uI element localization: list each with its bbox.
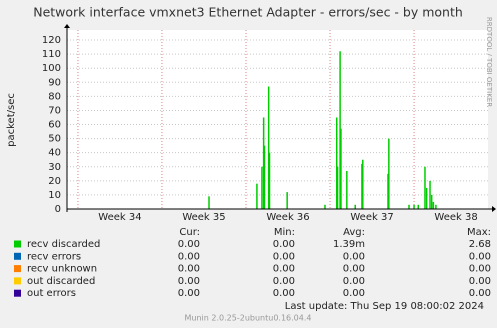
legend-label: recv errors — [27, 251, 81, 262]
y-tick-label: 120 — [42, 35, 61, 46]
bar — [432, 201, 435, 209]
bar — [387, 173, 389, 209]
stats-header: Max: — [467, 227, 491, 238]
bar — [408, 204, 410, 209]
stats-cell: 0.00 — [273, 288, 295, 299]
bar — [435, 204, 437, 209]
bar — [256, 183, 258, 209]
stats-cell: 1.39m — [333, 239, 365, 250]
legend-swatch — [14, 252, 21, 260]
bar — [339, 51, 341, 209]
last-update: Last update: Thu Sep 19 08:00:02 2024 — [285, 301, 484, 312]
legend-label: out errors — [27, 288, 76, 299]
bar — [430, 194, 433, 209]
stats-cell: 0.00 — [273, 239, 295, 250]
bar — [268, 152, 271, 209]
bar — [424, 166, 426, 209]
bar — [346, 170, 348, 209]
stats-cell: 0.00 — [178, 288, 200, 299]
stats-header: Avg: — [343, 227, 365, 238]
y-tick-label: 10 — [48, 190, 61, 201]
bar — [324, 204, 326, 209]
stats-cell: 0.00 — [273, 251, 295, 262]
bar — [261, 166, 263, 209]
stats-cell: 0.00 — [273, 276, 295, 287]
bar — [362, 159, 364, 209]
bar — [340, 128, 342, 209]
bar — [336, 166, 339, 209]
y-tick-label: 0 — [55, 204, 61, 215]
axis-arrow — [64, 24, 70, 28]
bar — [417, 204, 420, 209]
stats-cell: 0.00 — [273, 264, 295, 275]
bar — [262, 117, 265, 209]
legend-swatch — [14, 277, 21, 285]
stats-header: Cur: — [179, 227, 200, 238]
footer: Munin 2.0.25-2ubuntu0.16.04.4 — [185, 314, 312, 323]
y-tick-label: 60 — [48, 120, 61, 131]
bar — [425, 187, 428, 209]
bar — [361, 163, 363, 209]
bar — [429, 180, 431, 209]
chart-title: Network interface vmxnet3 Ethernet Adapt… — [33, 5, 463, 20]
legend-label: recv discarded — [27, 239, 100, 250]
stats-cell: 0.00 — [343, 288, 365, 299]
stats-cell: 0.00 — [469, 264, 491, 275]
bar — [263, 145, 266, 209]
x-tick-label: Week 36 — [266, 212, 309, 223]
x-tick-label: Week 34 — [98, 212, 141, 223]
y-tick-label: 70 — [48, 105, 61, 116]
stats-cell: 0.00 — [343, 251, 365, 262]
stats-cell: 0.00 — [343, 264, 365, 275]
y-tick-label: 110 — [42, 49, 61, 60]
plot-area — [67, 30, 488, 209]
legend-swatch — [14, 265, 21, 273]
stats-cell: 0.00 — [343, 276, 365, 287]
legend-swatch — [14, 289, 21, 297]
stats-cell: 0.00 — [469, 276, 491, 287]
y-axis-label: packet/sec — [6, 93, 17, 147]
y-tick-label: 20 — [48, 176, 61, 187]
watermark: RRDTOOL / TOBI OETIKER — [485, 17, 493, 107]
stats-cell: 0.00 — [469, 288, 491, 299]
bar — [335, 117, 338, 209]
bar — [267, 86, 270, 209]
stats-cell: 0.00 — [178, 239, 200, 250]
x-tick-label: Week 37 — [350, 212, 393, 223]
bar — [354, 204, 356, 209]
axis-arrow — [492, 206, 496, 212]
y-tick-label: 80 — [48, 91, 61, 102]
stats-cell: 0.00 — [178, 264, 200, 275]
bar — [286, 192, 288, 209]
y-tick-label: 90 — [48, 77, 61, 88]
legend-label: recv unknown — [27, 264, 97, 275]
stats-header: Min: — [274, 227, 295, 238]
x-tick-label: Week 35 — [182, 212, 225, 223]
y-tick-label: 40 — [48, 148, 61, 159]
legend-swatch — [14, 240, 21, 248]
stats-cell: 2.68 — [469, 239, 491, 250]
bar — [208, 196, 210, 209]
x-tick-label: Week 38 — [434, 212, 477, 223]
y-tick-label: 30 — [48, 162, 61, 173]
stats-cell: 0.00 — [469, 251, 491, 262]
legend-label: out discarded — [27, 276, 95, 287]
y-tick-label: 50 — [48, 134, 61, 145]
stats-cell: 0.00 — [178, 276, 200, 287]
stats-cell: 0.00 — [178, 251, 200, 262]
bar — [413, 204, 415, 209]
bar — [388, 138, 390, 209]
y-tick-label: 100 — [42, 63, 61, 74]
